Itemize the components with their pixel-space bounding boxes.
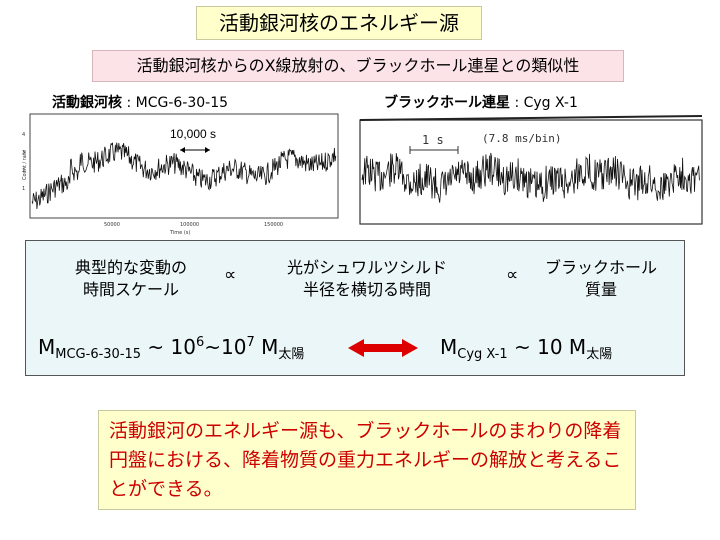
right-plot-label-bold: ブラックホール連星 — [384, 95, 510, 111]
double-arrow-icon — [348, 339, 418, 357]
cygx1-lightcurve — [361, 152, 700, 203]
timescale-line-1: 典型的な変動の — [74, 258, 187, 277]
scaling-relation-box: 典型的な変動の 時間スケール ∝ 光がシュワルツシルド 半径を横切る時間 ∝ ブ… — [25, 240, 685, 376]
cygx1-scale-text: 1 s — [422, 133, 444, 147]
left-plot-label-bold: 活動銀河核 — [52, 95, 122, 111]
conclusion-text: 活動銀河のエネルギー源も、ブラックホールのまわりの降着円盤における、降着物質の重… — [98, 410, 636, 510]
agn-y-tick: 3 — [22, 150, 25, 156]
agn-x-tick: 50000 — [104, 222, 120, 228]
agn-y-tick: 4 — [22, 132, 25, 138]
agn-x-tick: 100000 — [180, 222, 199, 228]
bh-mass-line-2: 質量 — [584, 280, 617, 299]
agn-lightcurve-plot: 1 2 3 4 50000 100000 150000 Time (s) Cou… — [22, 113, 339, 236]
light-crossing-text: 光がシュワルツシルド 半径を横切る時間 — [262, 257, 472, 301]
proportional-symbol-1: ∝ — [224, 265, 237, 285]
cygx1-mass-estimate: MCyg X-1 ~ 10 M太陽 — [440, 335, 613, 362]
light-crossing-line-1: 光がシュワルツシルド — [286, 258, 447, 277]
agn-lightcurve — [31, 142, 337, 210]
right-plot-label: ブラックホール連星 : Cyg X-1 — [384, 92, 578, 112]
agn-x-axis-label: Time (s) — [169, 230, 190, 236]
bh-mass-text: ブラックホール 質量 — [536, 257, 666, 301]
timescale-text: 典型的な変動の 時間スケール — [56, 257, 206, 301]
cygx1-top-edge — [359, 115, 703, 121]
bh-mass-line-1: ブラックホール — [544, 258, 657, 277]
agn-plot-frame — [29, 113, 339, 219]
page-subtitle: 活動銀河核からのX線放射の、ブラックホール連星との類似性 — [92, 50, 624, 82]
cygx1-bin-text: (7.8 ms/bin) — [482, 132, 561, 145]
timescale-line-2: 時間スケール — [82, 280, 179, 299]
agn-mass-estimate: MMCG-6-30-15 ~ 106~107 M太陽 — [38, 335, 305, 362]
agn-y-axis-label: Count / rate — [22, 150, 28, 180]
agn-y-tick: 1 — [22, 186, 25, 192]
agn-y-tick: 2 — [22, 168, 25, 174]
left-plot-label: 活動銀河核 : MCG-6-30-15 — [52, 92, 228, 112]
cygx1-lightcurve-plot: 1 s (7.8 ms/bin) — [359, 115, 703, 225]
cygx1-plot-frame — [359, 119, 703, 225]
light-crossing-line-2: 半径を横切る時間 — [302, 280, 431, 299]
agn-x-tick: 150000 — [264, 222, 283, 228]
left-plot-label-rest: : MCG-6-30-15 — [122, 95, 229, 111]
proportional-symbol-2: ∝ — [506, 265, 519, 285]
right-plot-label-rest: : Cyg X-1 — [510, 95, 578, 111]
page-title: 活動銀河核のエネルギー源 — [196, 6, 482, 40]
agn-scale-text: 10,000 s — [170, 127, 216, 141]
